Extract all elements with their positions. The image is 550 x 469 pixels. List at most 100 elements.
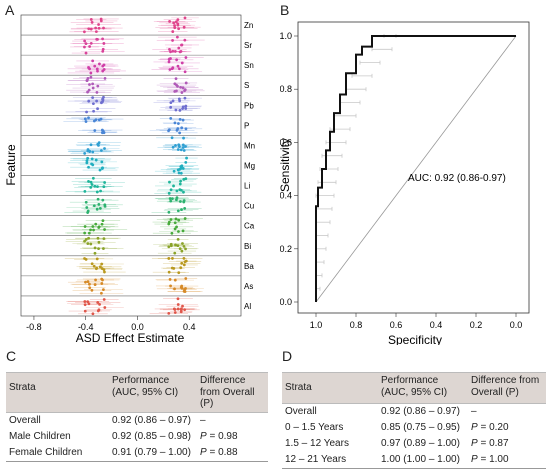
feature-label: Ba — [244, 262, 254, 271]
effect-point — [90, 157, 94, 161]
effect-point — [183, 38, 187, 42]
effect-point — [86, 149, 90, 153]
table-row: Female Children 0.91 (0.79 – 1.00) P = 0.8… — [6, 445, 268, 462]
effect-point — [98, 62, 101, 66]
effect-point — [95, 37, 99, 41]
effect-point — [176, 127, 180, 130]
x-tick-label: 1.0 — [310, 320, 323, 330]
effect-estimate-chart: Zn Sr Sn S Pb P Mn Mg Li Cu Ca Bi Ba As Al -0.8 -0.4 0.0… — [4, 14, 255, 345]
effect-point — [173, 221, 177, 225]
effect-point — [93, 184, 97, 188]
effect-point — [177, 46, 181, 50]
effect-point — [180, 249, 184, 253]
effect-point — [173, 287, 176, 291]
x-tick-label: 0.8 — [350, 320, 363, 330]
effect-point — [99, 189, 102, 193]
effect-point — [176, 307, 180, 311]
effect-point — [83, 151, 87, 155]
effect-point — [172, 307, 176, 311]
chance-reference-line — [315, 35, 517, 303]
effect-point — [98, 302, 101, 306]
effect-point — [167, 191, 171, 195]
effect-point — [100, 282, 104, 285]
effect-point — [168, 180, 171, 184]
effect-point — [100, 262, 104, 266]
effect-point — [181, 229, 185, 233]
effect-point — [91, 225, 95, 228]
effect-point — [83, 303, 87, 307]
p-value-cell: – — [197, 413, 268, 429]
p-label: P — [200, 430, 207, 442]
effect-point — [179, 148, 183, 152]
effect-point — [172, 184, 175, 188]
effect-point — [93, 246, 97, 250]
panel-letter-a: A — [5, 2, 15, 18]
effect-point — [83, 30, 86, 34]
effect-point — [180, 91, 184, 94]
effect-point — [168, 278, 172, 281]
effect-point — [184, 177, 188, 181]
effect-point — [172, 267, 176, 270]
effect-point — [181, 143, 185, 147]
effect-point — [169, 188, 173, 192]
performance-cell: 1.00 (1.00 – 1.00) — [381, 454, 460, 465]
table-row: Overall 0.92 (0.86 – 0.97) – — [6, 413, 268, 429]
panel-letter-b: B — [280, 2, 290, 18]
effect-point — [179, 285, 183, 289]
effect-point — [86, 156, 90, 160]
feature-label: Li — [244, 182, 250, 191]
effect-point — [83, 309, 87, 313]
effect-point — [176, 303, 180, 306]
effect-point — [102, 68, 106, 71]
effect-point — [175, 83, 178, 87]
effect-point — [184, 160, 188, 164]
effect-point — [184, 127, 188, 131]
effect-point — [182, 263, 186, 267]
effect-point — [169, 199, 173, 203]
effect-point — [167, 257, 171, 260]
x-tick-label: 0.6 — [390, 320, 403, 330]
effect-point — [103, 306, 107, 309]
effect-point — [84, 238, 88, 241]
effect-point — [183, 288, 186, 291]
effect-point — [169, 244, 173, 248]
effect-point — [94, 278, 97, 282]
table-c: Strata Performance (AUC, 95% CI) Differe… — [6, 372, 268, 462]
effect-point — [167, 311, 171, 315]
effect-point — [93, 283, 97, 286]
effect-point — [178, 67, 181, 71]
roc-curve — [315, 35, 516, 302]
effect-point — [179, 266, 183, 270]
effect-point — [173, 278, 177, 282]
p-value: – — [471, 406, 477, 417]
performance-cell: 0.92 (0.85 – 0.98) — [112, 430, 191, 442]
effect-point — [182, 256, 186, 260]
effect-point — [90, 262, 94, 266]
effect-point — [93, 64, 97, 68]
effect-point — [84, 200, 88, 204]
effect-point — [169, 57, 172, 60]
effect-point — [182, 25, 186, 29]
effect-point — [181, 304, 184, 308]
x-tick-label: -0.8 — [26, 322, 42, 332]
effect-point — [179, 50, 183, 53]
effect-point — [169, 218, 173, 221]
strata-cell: 1.5 – 12 Years — [285, 438, 349, 449]
effect-point — [168, 68, 172, 71]
effect-point — [95, 190, 99, 194]
effect-point — [91, 150, 95, 154]
effect-point — [91, 102, 95, 106]
effect-point — [83, 117, 87, 121]
effect-point — [175, 35, 179, 39]
effect-point — [88, 45, 92, 48]
effect-point — [184, 145, 187, 148]
effect-point — [91, 176, 95, 180]
p-label: P — [471, 422, 478, 433]
effect-point — [99, 17, 103, 21]
effect-point — [87, 231, 91, 235]
effect-point — [103, 147, 106, 150]
effect-point — [173, 227, 177, 231]
effect-point — [167, 128, 171, 132]
effect-point — [96, 301, 100, 304]
effect-point — [89, 41, 93, 45]
